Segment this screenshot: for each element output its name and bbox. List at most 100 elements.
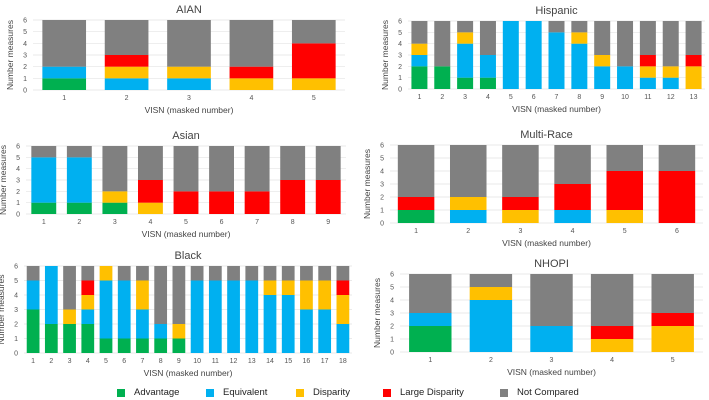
x-tick-label: 6 bbox=[220, 219, 224, 226]
y-tick-label: 4 bbox=[23, 41, 27, 48]
bar-segment-advantage bbox=[42, 78, 87, 90]
bar-segment-not-compared bbox=[590, 274, 634, 326]
legend-swatch-disparity bbox=[296, 388, 304, 397]
bar-segment-equivalent bbox=[99, 280, 113, 339]
bar-segment-not-compared bbox=[639, 21, 656, 55]
legend-label: Equivalent bbox=[223, 387, 268, 398]
x-tick-label: 9 bbox=[326, 219, 330, 226]
bar-segment-equivalent bbox=[457, 43, 474, 78]
bar-segment-disparity bbox=[167, 66, 211, 79]
bar-segment-equivalent bbox=[479, 55, 496, 78]
chart-title: Hispanic bbox=[535, 5, 578, 17]
bar-segment-disparity bbox=[300, 280, 313, 310]
x-axis-label: VISN (masked number) bbox=[507, 367, 596, 377]
x-tick-label: 5 bbox=[623, 228, 627, 235]
chart-title: Asian bbox=[172, 130, 200, 142]
x-tick-label: 15 bbox=[284, 358, 292, 365]
x-tick-label: 16 bbox=[303, 358, 311, 365]
bar-segment-not-compared bbox=[469, 274, 513, 287]
bar-segment-disparity bbox=[104, 66, 149, 79]
bar-segment-advantage bbox=[63, 324, 76, 353]
x-axis-label: VISN (masked number) bbox=[142, 229, 231, 239]
x-tick-label: 5 bbox=[184, 219, 188, 226]
bar-segment-advantage bbox=[102, 202, 128, 214]
x-tick-label: 2 bbox=[440, 94, 444, 101]
y-tick-label: 4 bbox=[380, 169, 384, 176]
bar-segment-advantage bbox=[457, 77, 474, 89]
x-tick-label: 7 bbox=[140, 358, 144, 365]
x-tick-label: 18 bbox=[339, 358, 347, 365]
y-tick-label: 0 bbox=[390, 350, 394, 357]
y-tick-label: 4 bbox=[390, 298, 394, 305]
x-tick-label: 1 bbox=[42, 219, 46, 226]
x-tick-label: 2 bbox=[489, 357, 493, 364]
bar-segment-advantage bbox=[411, 66, 428, 89]
bar-segment-disparity bbox=[229, 78, 274, 90]
bar-segment-equivalent bbox=[263, 295, 277, 353]
legend-label: Advantage bbox=[134, 387, 180, 398]
x-axis-label: VISN (masked number) bbox=[502, 238, 591, 248]
y-tick-label: 6 bbox=[16, 144, 20, 151]
x-tick-label: 4 bbox=[571, 228, 575, 235]
legend-label: Large Disparity bbox=[400, 387, 464, 398]
y-tick-label: 2 bbox=[23, 64, 27, 71]
bar-segment-not-compared bbox=[606, 145, 644, 171]
x-tick-label: 10 bbox=[621, 94, 629, 101]
bar-segment-not-compared bbox=[281, 266, 295, 281]
legend-swatch-advantage bbox=[117, 388, 125, 397]
bar-segment-equivalent bbox=[81, 309, 95, 324]
bar-segment-not-compared bbox=[244, 146, 270, 192]
bar-segment-not-compared bbox=[409, 274, 452, 313]
bar-segment-not-compared bbox=[530, 274, 573, 326]
bar-segment-disparity bbox=[449, 197, 487, 210]
x-tick-label: 3 bbox=[463, 94, 467, 101]
bar-segment-not-compared bbox=[154, 266, 168, 324]
bar-segment-equivalent bbox=[42, 66, 87, 79]
bar-segment-equivalent bbox=[409, 313, 452, 326]
bar-segment-not-compared bbox=[26, 266, 40, 281]
bar-segment-equivalent bbox=[300, 309, 313, 353]
x-tick-label: 10 bbox=[193, 358, 201, 365]
bar-segment-disparity bbox=[457, 32, 474, 44]
x-tick-label: 5 bbox=[104, 358, 108, 365]
bar-segment-large-disparity bbox=[651, 313, 694, 326]
bar-segment-not-compared bbox=[66, 146, 92, 158]
bar-segment-not-compared bbox=[190, 266, 204, 281]
x-tick-label: 2 bbox=[125, 95, 129, 102]
bar-segment-disparity bbox=[102, 191, 128, 203]
bar-segment-advantage bbox=[99, 338, 113, 353]
bar-segment-large-disparity bbox=[209, 191, 234, 214]
legend-item-not-compared: Not Compared bbox=[500, 387, 579, 398]
bar-segment-not-compared bbox=[571, 21, 588, 33]
x-tick-label: 4 bbox=[249, 95, 253, 102]
bar-segment-equivalent bbox=[617, 66, 634, 89]
bar-segment-not-compared bbox=[594, 21, 611, 55]
bar-segment-not-compared bbox=[31, 146, 57, 158]
bar-segment-equivalent bbox=[525, 21, 542, 89]
y-tick-label: 3 bbox=[390, 311, 394, 318]
y-tick-label: 2 bbox=[390, 324, 394, 331]
bar-segment-equivalent bbox=[208, 280, 222, 353]
bar-segment-not-compared bbox=[397, 145, 435, 197]
bar-segment-equivalent bbox=[245, 280, 259, 353]
bar-segment-not-compared bbox=[208, 266, 222, 281]
bar-segment-equivalent bbox=[548, 32, 565, 89]
x-tick-label: 12 bbox=[230, 358, 238, 365]
x-tick-label: 12 bbox=[667, 94, 675, 101]
bar-segment-not-compared bbox=[658, 145, 696, 171]
bar-segment-equivalent bbox=[449, 210, 487, 223]
bar-segment-not-compared bbox=[548, 21, 565, 33]
bar-segment-not-compared bbox=[411, 21, 428, 44]
bar-segment-large-disparity bbox=[590, 326, 634, 339]
bar-segment-disparity bbox=[594, 55, 611, 67]
y-tick-label: 4 bbox=[16, 166, 20, 173]
bar-segment-large-disparity bbox=[280, 180, 306, 214]
bar-segment-disparity bbox=[81, 295, 95, 310]
bar-segment-large-disparity bbox=[229, 66, 274, 79]
bar-segment-not-compared bbox=[209, 146, 234, 192]
bar-segment-large-disparity bbox=[244, 191, 270, 214]
bar-segment-large-disparity bbox=[81, 280, 95, 295]
x-tick-label: 4 bbox=[610, 357, 614, 364]
y-tick-label: 5 bbox=[14, 278, 18, 285]
